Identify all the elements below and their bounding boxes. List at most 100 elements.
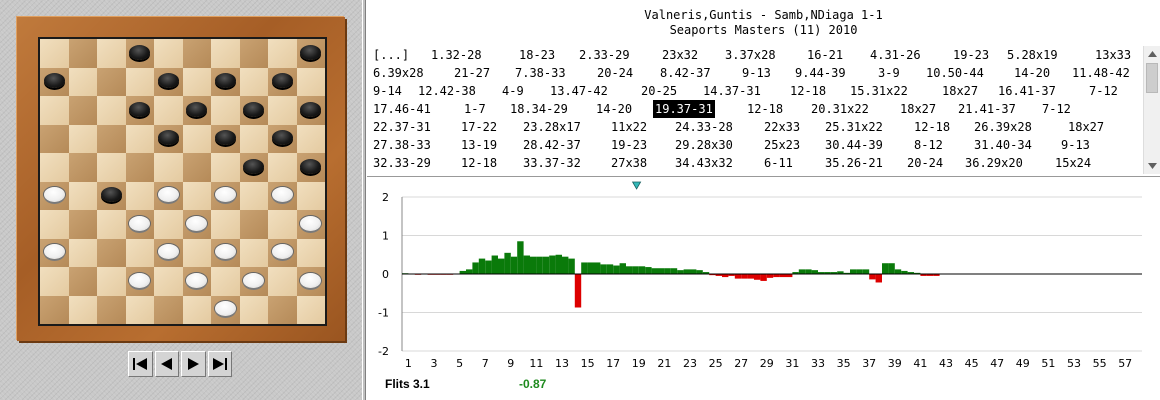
eval-bar[interactable] <box>914 272 921 274</box>
eval-bar[interactable] <box>530 256 537 274</box>
evaluation-chart[interactable]: 2 1 0 -1 -2 1 3 5 7 9 11 13 15 17 19 21 23 25 27 29 31 33 35 37… <box>367 178 1160 400</box>
eval-bar[interactable] <box>696 270 703 274</box>
eval-bar[interactable] <box>645 267 652 274</box>
eval-bar[interactable] <box>664 268 671 274</box>
black-piece[interactable] <box>243 158 265 174</box>
white-piece[interactable] <box>300 272 322 288</box>
move-item[interactable]: 4-9 <box>502 84 524 98</box>
black-piece[interactable] <box>243 101 265 117</box>
eval-bar[interactable] <box>466 269 473 274</box>
eval-bar[interactable] <box>683 269 690 274</box>
eval-bar[interactable] <box>498 258 505 274</box>
panel-divider[interactable] <box>362 0 366 400</box>
eval-bar[interactable] <box>709 274 716 276</box>
move-item[interactable]: 15x24 <box>1055 156 1092 170</box>
eval-bar[interactable] <box>485 260 492 274</box>
move-item[interactable]: 23.28x17 <box>523 120 581 134</box>
move-item[interactable]: 34.43x32 <box>675 156 733 170</box>
eval-bar[interactable] <box>907 272 914 274</box>
white-piece[interactable] <box>43 187 65 203</box>
eval-bar[interactable] <box>517 241 524 274</box>
move-item[interactable]: 9-13 <box>1061 138 1090 152</box>
draughts-board[interactable] <box>38 37 327 326</box>
move-item[interactable]: 17.46-41 <box>373 102 431 116</box>
eval-bar[interactable] <box>920 274 927 276</box>
eval-bar[interactable] <box>818 272 825 274</box>
eval-bar[interactable] <box>600 264 607 274</box>
eval-bar[interactable] <box>626 266 633 274</box>
white-piece[interactable] <box>300 215 322 231</box>
eval-bar[interactable] <box>856 269 863 274</box>
eval-bar[interactable] <box>933 274 940 276</box>
eval-bar[interactable] <box>830 272 838 274</box>
eval-bar[interactable] <box>747 274 754 279</box>
move-item[interactable]: 11.48-42 <box>1072 66 1130 80</box>
eval-bar[interactable] <box>875 274 882 283</box>
eval-bar[interactable] <box>491 255 498 274</box>
move-item[interactable]: 16.41-37 <box>998 84 1056 98</box>
eval-bar[interactable] <box>472 262 479 274</box>
move-item[interactable]: 19-23 <box>953 48 990 62</box>
prev-move-button[interactable] <box>154 351 179 377</box>
eval-bar[interactable] <box>901 270 908 274</box>
first-move-button[interactable] <box>128 351 153 377</box>
move-item[interactable]: 29.28x30 <box>675 138 733 152</box>
dark-square[interactable] <box>182 153 211 182</box>
white-piece[interactable] <box>43 244 65 260</box>
eval-bar[interactable] <box>779 274 786 278</box>
white-piece[interactable] <box>186 215 208 231</box>
eval-bar[interactable] <box>850 269 857 274</box>
black-piece[interactable] <box>157 73 179 89</box>
move-item[interactable]: 6-11 <box>764 156 793 170</box>
eval-bar[interactable] <box>734 274 742 279</box>
white-piece[interactable] <box>129 272 151 288</box>
dark-square[interactable] <box>97 67 126 96</box>
move-item[interactable]: 21-27 <box>454 66 491 80</box>
move-item[interactable]: 28.42-37 <box>523 138 581 152</box>
move-item[interactable]: 8-12 <box>914 138 943 152</box>
move-item[interactable]: 13-19 <box>461 138 498 152</box>
black-piece[interactable] <box>186 101 208 117</box>
eval-bar[interactable] <box>824 272 831 274</box>
eval-bar[interactable] <box>754 274 761 280</box>
eval-bar[interactable] <box>728 274 735 276</box>
move-item[interactable]: 18x27 <box>942 84 979 98</box>
eval-bar[interactable] <box>926 274 934 276</box>
eval-bar[interactable] <box>658 268 665 274</box>
dark-square[interactable] <box>154 295 183 324</box>
move-item[interactable]: 20-24 <box>597 66 634 80</box>
eval-bar[interactable] <box>760 274 767 281</box>
move-item[interactable]: 7.38-33 <box>515 66 566 80</box>
eval-bar[interactable] <box>862 269 870 274</box>
eval-bar[interactable] <box>587 262 594 274</box>
dark-square[interactable] <box>68 96 97 125</box>
eval-bar[interactable] <box>702 272 710 274</box>
move-item[interactable]: 36.29x20 <box>965 156 1023 170</box>
eval-bar[interactable] <box>606 264 614 274</box>
move-item[interactable]: 12-18 <box>914 120 951 134</box>
black-piece[interactable] <box>300 44 322 60</box>
eval-bar[interactable] <box>722 274 729 278</box>
eval-bar[interactable] <box>651 268 658 274</box>
eval-bar[interactable] <box>568 258 575 274</box>
move-item[interactable]: 31.40-34 <box>974 138 1032 152</box>
move-item[interactable]: 9-13 <box>742 66 771 80</box>
move-item[interactable]: 22x33 <box>764 120 801 134</box>
move-item[interactable]: 13x33 <box>1095 48 1132 62</box>
dark-square[interactable] <box>97 295 126 324</box>
move-item[interactable]: 16-21 <box>807 48 844 62</box>
white-piece[interactable] <box>129 215 151 231</box>
current-move-marker-icon[interactable] <box>631 181 642 190</box>
black-piece[interactable] <box>214 73 236 89</box>
eval-bar[interactable] <box>786 274 793 278</box>
move-item[interactable]: 35.26-21 <box>825 156 883 170</box>
eval-bar[interactable] <box>459 270 466 274</box>
move-item[interactable]: 8.42-37 <box>660 66 711 80</box>
move-item[interactable]: 9.44-39 <box>795 66 846 80</box>
eval-bar[interactable] <box>632 266 639 274</box>
last-move-button[interactable] <box>207 351 232 377</box>
move-item[interactable]: 10.50-44 <box>926 66 984 80</box>
dark-square[interactable] <box>239 210 268 239</box>
eval-bar[interactable] <box>613 265 620 274</box>
dark-square[interactable] <box>125 153 154 182</box>
